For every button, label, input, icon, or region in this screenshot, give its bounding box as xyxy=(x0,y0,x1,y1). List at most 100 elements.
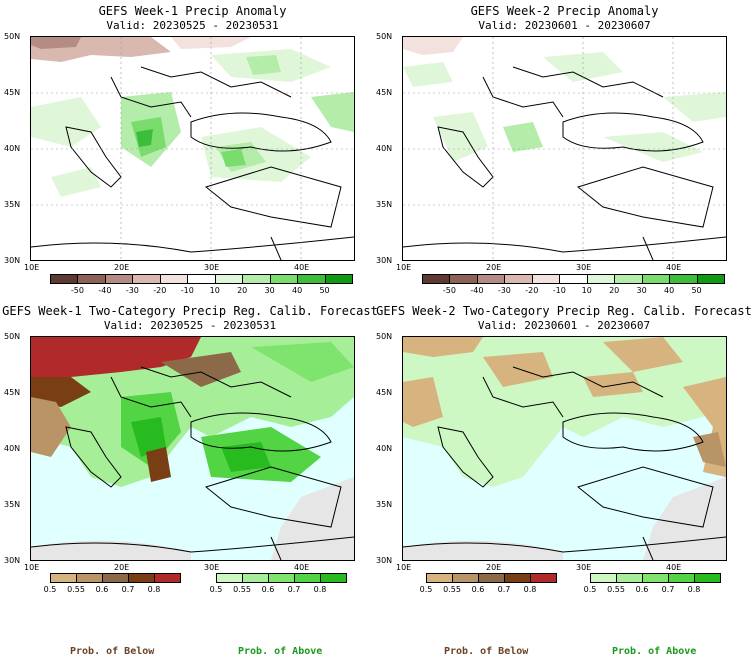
anomaly-colorbar-week1: -50 -40 -30 -20 -10 10 20 30 40 50 xyxy=(50,274,353,298)
lon-label: 20E xyxy=(486,563,502,572)
country-borders xyxy=(512,366,664,398)
wet-anomaly-region xyxy=(51,167,101,197)
map-week2-probability-svg xyxy=(403,337,726,560)
nodata-land xyxy=(31,540,191,560)
strong-dry-anomaly-region xyxy=(31,37,81,49)
colorbar-swatch xyxy=(76,573,103,583)
colorbar-tick: 0.6 xyxy=(95,585,109,594)
colorbar-swatch xyxy=(320,573,347,583)
north-africa-coast xyxy=(31,236,354,253)
black-sea-coast xyxy=(562,412,704,452)
lat-label: 30N xyxy=(4,556,21,565)
colorbar-tick: 0.8 xyxy=(147,585,161,594)
colorbar-swatch xyxy=(669,274,698,284)
wet-anomaly-region xyxy=(246,55,281,75)
lat-label: 50N xyxy=(4,32,21,41)
colorbar-swatch xyxy=(294,573,321,583)
colorbar-tick: 40 xyxy=(291,286,303,295)
colorbar-swatch xyxy=(187,274,216,284)
colorbar-swatch xyxy=(50,274,79,284)
panel3-valid: Valid: 20230525 - 20230531 xyxy=(103,319,277,332)
colorbar-tick: 0.55 xyxy=(233,585,251,594)
colorbar-tick: 0.8 xyxy=(523,585,537,594)
colorbar-tick: 0.5 xyxy=(583,585,597,594)
north-africa-coast xyxy=(403,536,726,553)
italy-coast xyxy=(65,426,122,488)
lat-label: 45N xyxy=(376,388,393,397)
lon-label: 10E xyxy=(24,563,40,572)
colorbar-swatch xyxy=(476,274,506,284)
coastlines xyxy=(31,366,354,560)
anatolia-coast xyxy=(576,466,714,528)
colorbar-tick: 50 xyxy=(319,286,330,295)
strong-above-region xyxy=(221,442,271,472)
below-region xyxy=(161,352,241,387)
legend-above-week1: Prob. of Above xyxy=(238,646,323,657)
colorbar-tick: 10 xyxy=(581,286,592,295)
colorbar-tick: 20 xyxy=(609,286,620,295)
below-region xyxy=(146,447,171,482)
below-region xyxy=(583,372,643,397)
colorbar-tick: 30 xyxy=(264,286,275,295)
colorbar-swatch xyxy=(449,274,478,284)
below-region xyxy=(31,397,71,457)
north-africa-coast xyxy=(31,536,354,553)
coastlines xyxy=(403,366,726,560)
lon-label: 40E xyxy=(666,563,682,572)
below-colorbar-week2: 0.5 0.55 0.6 0.7 0.8 xyxy=(420,573,557,597)
colorbar-swatch xyxy=(668,573,695,583)
strong-above-region xyxy=(131,417,166,457)
map-week1-anomaly-svg xyxy=(31,37,354,260)
colorbar-tick: 50 xyxy=(691,286,702,295)
above-normal-region xyxy=(403,337,726,487)
panel4-title: GEFS Week-2 Two-Category Precip Reg. Cal… xyxy=(376,304,752,318)
colorbar-tick: 0.6 xyxy=(635,585,649,594)
country-borders xyxy=(140,66,292,98)
wet-anomaly-region xyxy=(31,97,101,147)
lat-label: 50N xyxy=(376,332,393,341)
italy-coast xyxy=(437,126,494,188)
black-sea-coast xyxy=(190,412,332,452)
lat-label: 40N xyxy=(376,144,393,153)
colorbar-swatch xyxy=(426,573,453,583)
nodata-land xyxy=(403,540,563,560)
map-week1-probability xyxy=(30,336,355,561)
colorbar-swatch xyxy=(269,274,299,284)
lon-label: 30E xyxy=(576,263,592,272)
wet-anomaly-region xyxy=(603,132,703,162)
below-region xyxy=(483,352,553,387)
colorbar-swatch xyxy=(77,274,106,284)
colorbar-tick: -30 xyxy=(497,286,511,295)
colorbar-tick: 0.55 xyxy=(607,585,625,594)
colorbar-swatch xyxy=(614,274,643,284)
colorbar-swatch xyxy=(159,274,189,284)
colorbar-tick: 0.8 xyxy=(687,585,701,594)
colorbar-tick: -40 xyxy=(98,286,112,295)
colorbar-tick: 0.5 xyxy=(43,585,57,594)
colorbar-swatch xyxy=(104,274,134,284)
legend-above-week2: Prob. of Above xyxy=(612,646,697,657)
colorbar-swatch xyxy=(297,274,326,284)
lat-label: 30N xyxy=(376,256,393,265)
nodata-land xyxy=(271,477,354,560)
panel1-valid: Valid: 20230525 - 20230531 xyxy=(106,19,279,32)
lon-label: 30E xyxy=(204,263,220,272)
lon-label: 10E xyxy=(396,263,412,272)
anatolia-coast xyxy=(576,166,714,228)
above-colorbar-week1: 0.5 0.55 0.6 0.7 0.8 xyxy=(210,573,347,597)
levant-coast xyxy=(270,536,282,560)
colorbar-tick: 0.7 xyxy=(287,585,301,594)
anatolia-coast xyxy=(204,166,342,228)
country-borders xyxy=(512,66,664,98)
below-region xyxy=(403,337,483,357)
lon-label: 20E xyxy=(486,263,502,272)
map-week2-anomaly-svg xyxy=(403,37,726,260)
lon-label: 20E xyxy=(114,563,130,572)
above-normal-region xyxy=(31,337,354,487)
lat-label: 45N xyxy=(4,88,21,97)
country-borders xyxy=(110,376,192,418)
lon-label: 10E xyxy=(24,263,40,272)
italy-coast xyxy=(437,426,494,488)
colorbar-tick: 40 xyxy=(663,286,675,295)
colorbar-swatch xyxy=(531,274,561,284)
